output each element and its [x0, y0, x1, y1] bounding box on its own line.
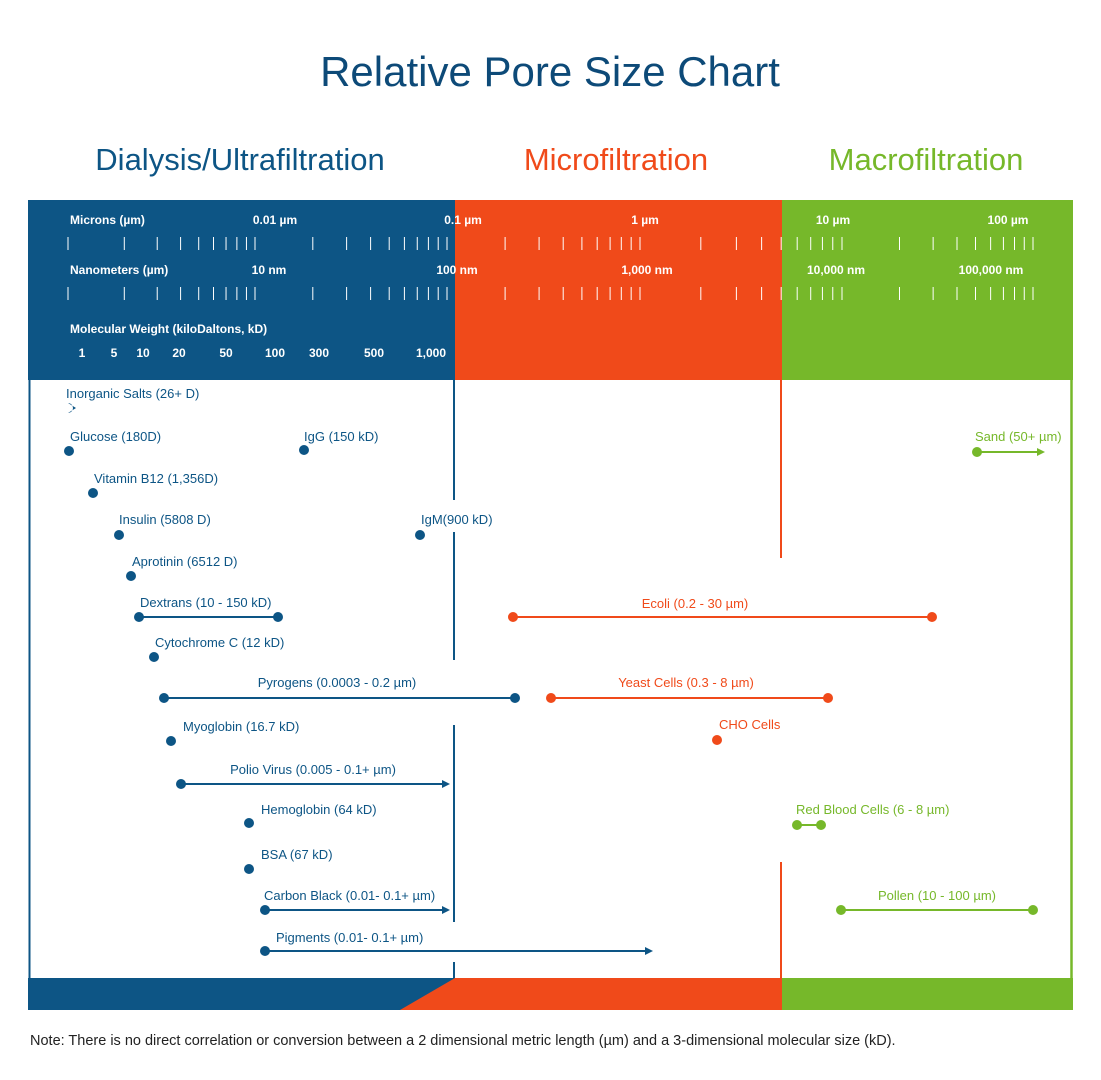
insulin-min-marker [114, 530, 124, 540]
pyrogens-min-marker [159, 693, 169, 703]
nanometers-tick-label: 1,000 nm [621, 263, 672, 277]
pigments-label: Pigments (0.01- 0.1+ µm) [276, 930, 423, 945]
myoglobin-label: Myoglobin (16.7 kD) [183, 719, 299, 734]
ecoli-label: Ecoli (0.2 - 30 µm) [642, 596, 748, 611]
yeast-min-marker [546, 693, 556, 703]
red-min-marker [792, 820, 802, 830]
polio-label: Polio Virus (0.005 - 0.1+ µm) [230, 762, 396, 777]
pollen-label: Pollen (10 - 100 µm) [878, 888, 996, 903]
pollen-max-marker [1028, 905, 1038, 915]
molecular-weight-tick-label: 1,000 [416, 346, 446, 360]
molecular-weight-tick-label: 10 [136, 346, 150, 360]
dextrans-max-marker [273, 612, 283, 622]
nanometers-tick-label: 100 nm [436, 263, 477, 277]
cho-min-marker [712, 735, 722, 745]
hemoglobin-min-marker [244, 818, 254, 828]
aprotinin-min-marker [126, 571, 136, 581]
molecular-weight-tick-label: 300 [309, 346, 329, 360]
nanometers-tick-label: 10 nm [252, 263, 287, 277]
igm900-label: IgM(900 kD) [421, 512, 493, 527]
sand-arrow-icon [1037, 448, 1045, 456]
microns-tick-label: 1 µm [631, 213, 659, 227]
molecular-weight-tick-label: 20 [172, 346, 186, 360]
microns-tick-label: 0.1 µm [444, 213, 482, 227]
vitamin-label: Vitamin B12 (1,356D) [94, 471, 218, 486]
molecular-weight-label: Molecular Weight (kiloDaltons, kD) [70, 322, 267, 336]
sand-label: Sand (50+ µm) [975, 429, 1062, 444]
molecular-weight-tick-label: 100 [265, 346, 285, 360]
glucose-min-marker [64, 446, 74, 456]
carbon-label: Carbon Black (0.01- 0.1+ µm) [264, 888, 435, 903]
nanometers-tick-label: 100,000 nm [959, 263, 1024, 277]
red-max-marker [816, 820, 826, 830]
section-heading: Macrofiltration [829, 142, 1024, 177]
cytochrome-label: Cytochrome C (12 kD) [155, 635, 284, 650]
pyrogens-max-marker [510, 693, 520, 703]
microns-tick-label: 0.01 µm [253, 213, 297, 227]
myoglobin-min-marker [166, 736, 176, 746]
microns-tick-label: 10 µm [816, 213, 850, 227]
pollen-min-marker [836, 905, 846, 915]
band-dialysis [28, 200, 455, 380]
footnote: Note: There is no direct correlation or … [30, 1033, 896, 1049]
molecular-weight-tick-label: 1 [79, 346, 86, 360]
dextrans-min-marker [134, 612, 144, 622]
yeast-max-marker [823, 693, 833, 703]
igg-label: IgG (150 kD) [304, 429, 378, 444]
ecoli-max-marker [927, 612, 937, 622]
glucose-label: Glucose (180D) [70, 429, 161, 444]
inorganic-label: Inorganic Salts (26+ D) [66, 386, 199, 401]
ecoli-min-marker [508, 612, 518, 622]
igg-min-marker [299, 445, 309, 455]
bsa-label: BSA (67 kD) [261, 847, 333, 862]
red-label: Red Blood Cells (6 - 8 µm) [796, 802, 949, 817]
microns-tick-label: 100 µm [988, 213, 1029, 227]
dextrans-label: Dextrans (10 - 150 kD) [140, 595, 272, 610]
pigments-min-marker [260, 946, 270, 956]
aprotinin-label: Aprotinin (6512 D) [132, 554, 238, 569]
section-heading: Microfiltration [524, 142, 708, 177]
band-microfiltration [455, 200, 782, 380]
carbon-arrow-icon [442, 906, 450, 914]
yeast-label: Yeast Cells (0.3 - 8 µm) [618, 675, 754, 690]
section-heading: Dialysis/Ultrafiltration [95, 142, 384, 177]
polio-min-marker [176, 779, 186, 789]
vitamin-min-marker [88, 488, 98, 498]
sand-min-marker [972, 447, 982, 457]
band-macrofiltration [782, 200, 1073, 380]
pigments-arrow-icon [645, 947, 653, 955]
carbon-min-marker [260, 905, 270, 915]
molecular-weight-tick-label: 5 [111, 346, 118, 360]
cytochrome-min-marker [149, 652, 159, 662]
nanometers-scale-label: Nanometers (µm) [70, 263, 168, 277]
molecular-weight-tick-label: 500 [364, 346, 384, 360]
bottom-bar-dialysis [28, 978, 455, 1010]
polio-arrow-icon [442, 780, 450, 788]
pyrogens-label: Pyrogens (0.0003 - 0.2 µm) [258, 675, 417, 690]
bsa-min-marker [244, 864, 254, 874]
igm900-min-marker [415, 530, 425, 540]
insulin-label: Insulin (5808 D) [119, 512, 211, 527]
microns-scale-label: Microns (µm) [70, 213, 145, 227]
page-title: Relative Pore Size Chart [320, 48, 780, 95]
nanometers-tick-label: 10,000 nm [807, 263, 865, 277]
hemoglobin-label: Hemoglobin (64 kD) [261, 802, 377, 817]
cho-label: CHO Cells [719, 717, 781, 732]
inorganic-marker [63, 403, 76, 413]
molecular-weight-tick-label: 50 [219, 346, 233, 360]
